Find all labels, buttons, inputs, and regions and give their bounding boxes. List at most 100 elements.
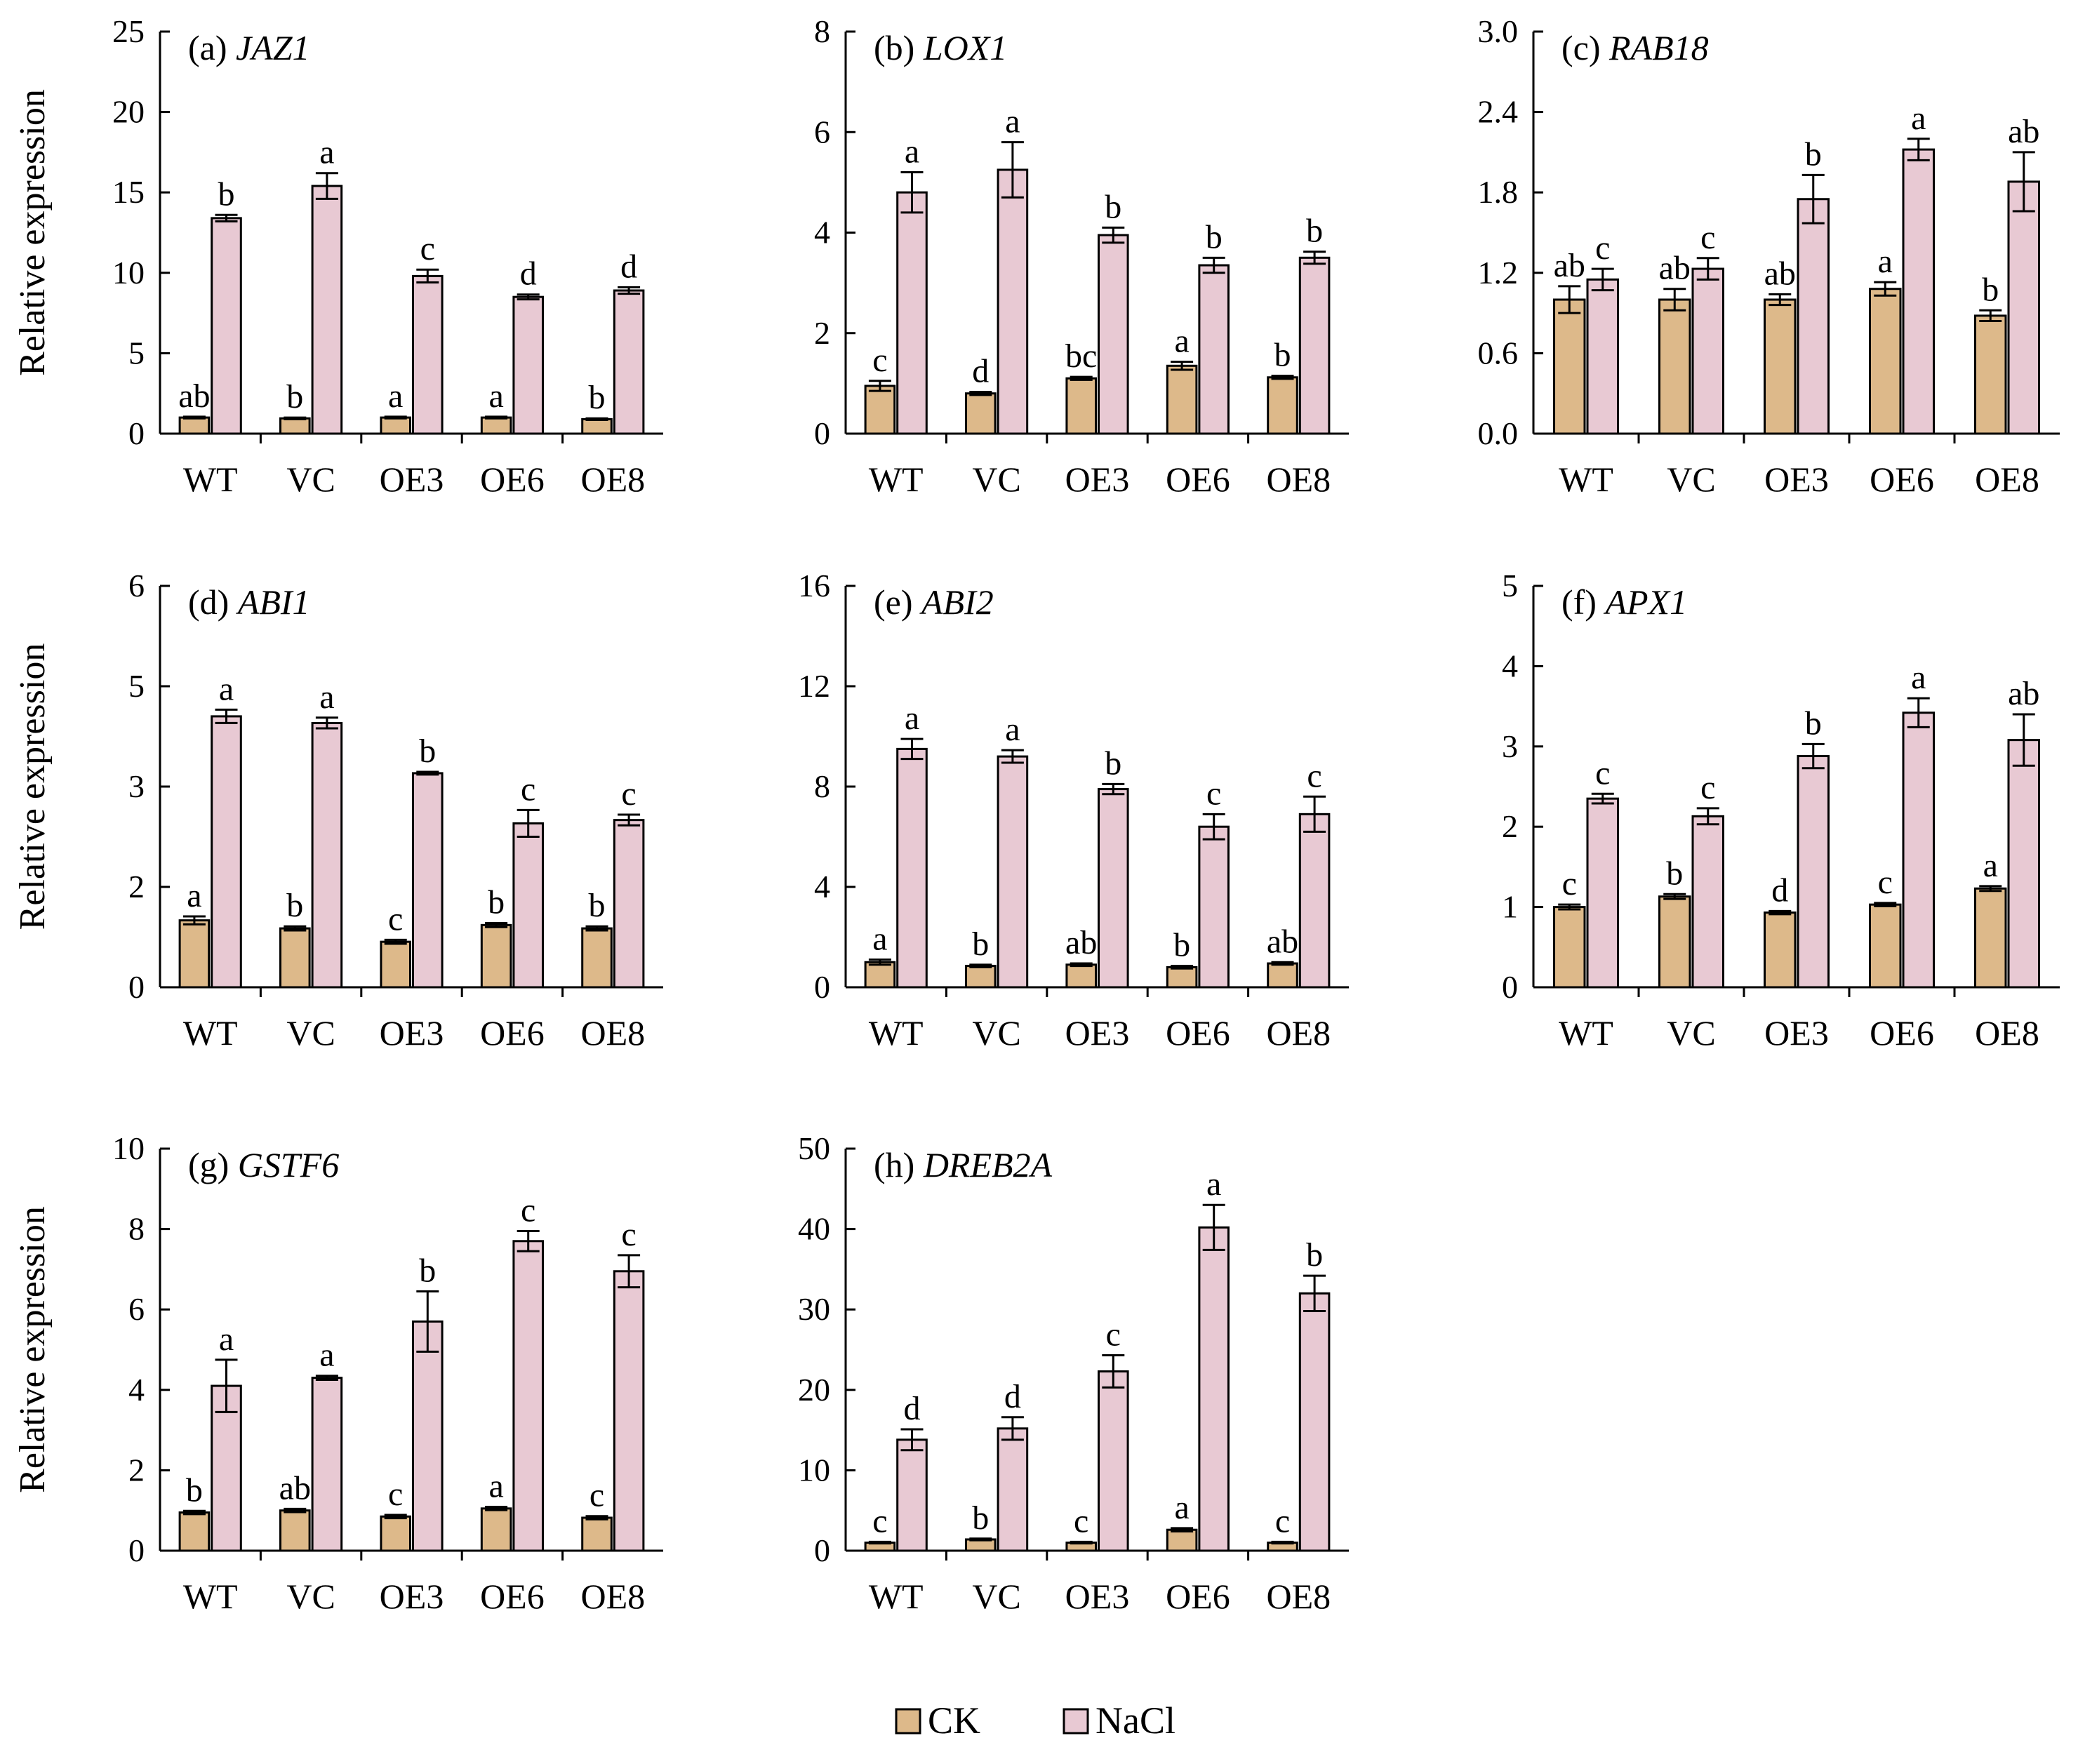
significance-label: a [1878, 243, 1893, 280]
category-label: WT [869, 460, 924, 499]
y-tick-label: 8 [128, 1211, 145, 1247]
significance-label: a [319, 1337, 334, 1374]
category-label: OE3 [1065, 460, 1130, 499]
significance-label: c [621, 1216, 636, 1253]
panel-title: (a) JAZ1 [188, 28, 310, 67]
y-tick-label: 4 [128, 1372, 145, 1408]
y-tick-label: 25 [112, 13, 145, 49]
significance-label: b [1666, 855, 1683, 892]
category-label: OE8 [1975, 460, 2039, 499]
y-tick-label: 20 [112, 94, 145, 130]
bar-nacl [412, 1320, 444, 1552]
bar-ck [1065, 377, 1097, 435]
significance-label: b [1274, 337, 1291, 374]
significance-label: a [1983, 847, 1998, 884]
y-tick-label: 0.6 [1478, 335, 1519, 370]
significance-label: c [388, 1476, 403, 1513]
significance-label: c [1700, 769, 1715, 806]
category-label: OE6 [480, 460, 545, 499]
significance-label: d [1771, 871, 1788, 909]
significance-label: c [1700, 219, 1715, 256]
bar-nacl [1586, 278, 1619, 435]
significance-label: b [972, 1499, 989, 1537]
bar-nacl [1198, 1226, 1230, 1552]
bar-nacl [311, 721, 343, 989]
y-tick-label: 5 [1502, 568, 1518, 603]
significance-label: a [1005, 711, 1020, 748]
significance-label: a [219, 670, 234, 707]
significance-label: a [187, 877, 201, 914]
bar-nacl [2007, 739, 2040, 989]
bar-ck [1869, 288, 1902, 435]
category-label: VC [1667, 1013, 1715, 1053]
panel-title: (d) ABI1 [188, 582, 310, 622]
significance-label: b [1173, 927, 1190, 964]
bar-ck [1553, 906, 1586, 989]
bar-nacl [1298, 1292, 1331, 1552]
category-label: OE8 [1266, 1577, 1331, 1616]
significance-label: ab [1065, 924, 1097, 961]
bar-nacl [1902, 711, 1935, 989]
category-label: WT [1559, 460, 1613, 499]
bar-ck [581, 1516, 613, 1552]
panel-title: (b) LOX1 [874, 28, 1007, 67]
legend-swatch-ck [895, 1708, 921, 1735]
significance-label: c [1562, 865, 1577, 902]
significance-label: b [1105, 188, 1121, 225]
bar-nacl [211, 715, 242, 989]
significance-label: b [1805, 135, 1822, 173]
bar-ck [279, 927, 311, 989]
category-label: VC [286, 1577, 335, 1616]
y-tick-label: 2 [128, 869, 145, 904]
y-tick-label: 3 [128, 768, 145, 804]
category-label: VC [972, 1577, 1020, 1616]
bar-ck [178, 1511, 211, 1552]
bar-ck [1869, 903, 1902, 989]
significance-label: b [186, 1471, 203, 1509]
y-tick-label: 6 [128, 568, 145, 603]
y-axis-label: Relative expression [13, 89, 53, 376]
y-tick-label: 16 [798, 568, 830, 603]
bar-nacl [311, 1377, 343, 1552]
category-label: WT [869, 1577, 924, 1616]
significance-label: a [388, 377, 403, 415]
bar-ck [178, 919, 211, 989]
significance-label: a [319, 134, 334, 171]
y-tick-label: 1.8 [1478, 174, 1519, 210]
significance-label: c [1595, 754, 1610, 791]
bar-nacl [1198, 264, 1230, 435]
bar-ck [965, 392, 997, 435]
significance-label: b [419, 733, 436, 770]
bar-ck [864, 961, 896, 989]
y-tick-label: 15 [112, 174, 145, 210]
bar-nacl [512, 295, 544, 435]
bar-nacl [1298, 256, 1331, 435]
category-label: OE8 [580, 460, 645, 499]
y-tick-label: 0 [128, 1532, 145, 1568]
y-tick-label: 2 [1502, 808, 1518, 844]
bar-ck [581, 417, 613, 435]
significance-label: ab [2008, 675, 2039, 712]
bar-ck [1166, 364, 1198, 435]
panel-title: (g) GSTF6 [188, 1145, 339, 1184]
significance-label: d [1004, 1378, 1021, 1415]
bar-nacl [613, 819, 645, 989]
bar-ck [480, 923, 512, 989]
significance-label: b [218, 175, 234, 213]
category-label: OE6 [1166, 1013, 1230, 1053]
y-tick-label: 30 [798, 1291, 830, 1327]
bar-ck [279, 1509, 311, 1552]
category-label: OE3 [380, 460, 444, 499]
bar-ck [1267, 376, 1298, 435]
y-tick-label: 3 [1502, 728, 1518, 764]
legend: CK NaCl [895, 1699, 1175, 1742]
significance-label: a [488, 1468, 503, 1505]
category-label: WT [869, 1013, 924, 1053]
bar-nacl [1098, 1370, 1129, 1552]
bar-nacl [311, 185, 343, 435]
bar-nacl [412, 772, 444, 989]
significance-label: b [972, 926, 989, 963]
bar-nacl [1098, 788, 1129, 989]
panel-g: 0 2 4 6 8 10 (g) GSTF6 Relative expression WT b a V… [13, 1130, 663, 1616]
y-tick-label: 3.0 [1478, 13, 1519, 49]
